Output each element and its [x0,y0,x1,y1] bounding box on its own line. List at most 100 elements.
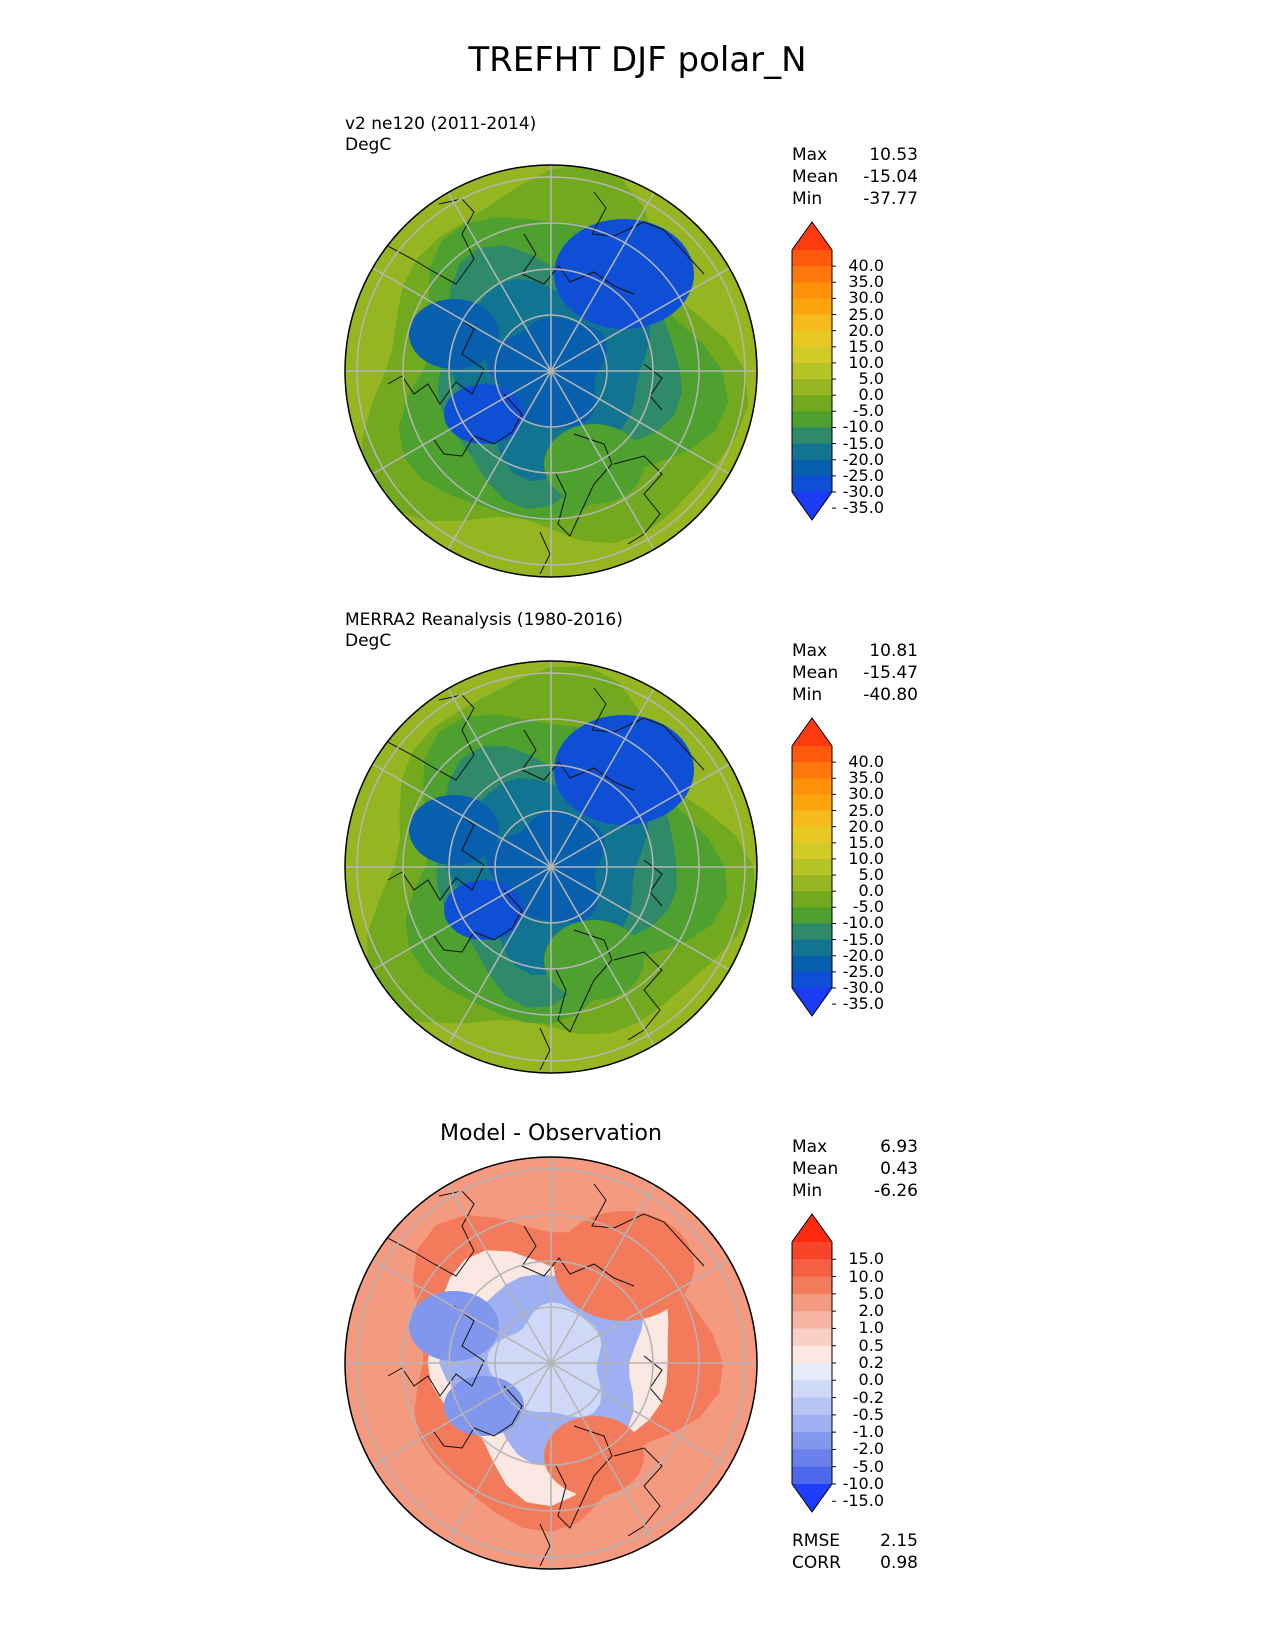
colorbar-tick-label: 5.0 [858,865,884,885]
coastline [387,1305,485,1397]
coastline [591,1183,705,1267]
field-north-america [409,299,499,369]
panel1-title: v2 ne120 (2011-2014) [345,114,537,134]
colorbar-tick-label: 10.0 [848,1266,884,1286]
coastline [521,233,635,295]
colorbar-segment [792,1432,832,1451]
stat-label-max: Max [792,1137,828,1157]
colorbar-tick-label: -20.0 [842,449,884,469]
coastline [365,1190,475,1277]
colorbar-tick-label: -1.0 [852,1422,884,1442]
coastline [521,729,635,791]
field-north-america [409,795,499,865]
meridian-gridline [447,192,552,372]
colorbar-tick-label: 35.0 [848,272,884,292]
coastline [613,455,663,545]
coastline [555,929,613,1033]
meridian-gridline [372,763,552,868]
coastline [433,889,523,953]
colorbar-segment [792,427,832,445]
colorbar-segment [792,411,832,429]
coastline [613,1447,663,1537]
colorbar-tick-label: 5.0 [858,369,884,389]
map-boundary [344,660,758,1074]
meridian-gridline [372,866,552,971]
coastline [613,951,663,1041]
stat-max-value: 10.53 [869,145,918,165]
colorbar-segment [792,794,832,812]
meridian-gridline [372,267,552,372]
colorbar-tick-label: 0.0 [858,881,884,901]
colorbar-segment [792,1380,832,1399]
stat-mean-value: -15.04 [863,167,918,187]
colorbar-segment [792,1242,832,1260]
colorbar-tick-label: -35.0 [842,994,884,1014]
colorbar-segment [792,1363,832,1381]
meridian-gridline [550,688,655,868]
colorbar-tick-label: -5.0 [852,897,884,917]
stat-label-min: Min [792,189,823,209]
coastline [539,1027,551,1071]
stat-label-max: Max [792,641,828,661]
colorbar-tick-label: 15.0 [848,832,884,852]
colorbar-segment [792,891,832,908]
coastline [555,1425,613,1529]
colorbar-extend-max [792,222,832,250]
meridian-gridline [550,1259,730,1364]
colorbar-tick-label: 40.0 [848,256,884,276]
colorbar-tick-label: 1.0 [858,1318,884,1338]
colorbar-extend-max [792,718,832,746]
stat-max-value: 10.81 [869,641,918,661]
stat-label-rmse: RMSE [792,1531,841,1551]
colorbar-tick-label: 5.0 [858,1283,884,1303]
colorbar-segment [792,1311,832,1330]
colorbar-segment [792,459,832,477]
meridian-gridline [447,370,552,550]
colorbar-segment [792,810,832,828]
coastline [521,1225,635,1287]
colorbar-segment [792,1293,832,1312]
meridian-gridline [372,370,552,475]
stat-mean-value: 0.43 [880,1159,918,1179]
coastline [539,1523,551,1567]
colorbar-tick-label: -20.0 [842,945,884,965]
coastline [591,191,705,275]
colorbar-tick-label: -10.0 [842,1474,884,1493]
stat-label-mean: Mean [792,1159,839,1179]
colorbar-tick-label: 15.0 [848,1249,884,1269]
colorbar-segment [792,362,832,380]
colorbar-tick-label: 0.0 [858,385,884,405]
colorbar-tick-label: -0.5 [852,1404,884,1424]
stat-label-corr: CORR [792,1553,841,1573]
panel3-polar-map [344,1156,758,1570]
colorbar-segment [792,395,832,412]
meridian-gridline [550,267,730,372]
meridian-gridline [550,1184,655,1364]
colorbar-segment [792,746,832,763]
colorbar-tick-label: 0.5 [858,1335,884,1355]
coastline [539,531,551,575]
stat-corr-value: 0.98 [880,1553,918,1573]
colorbar-segment [792,266,832,283]
colorbar-segment [792,1466,832,1485]
coastline [433,393,523,457]
colorbar-segment [792,282,832,299]
figure-title: TREFHT DJF polar_N [468,40,807,80]
colorbar-tick-label: -25.0 [842,465,884,485]
colorbar-tick-label: -5.0 [852,401,884,421]
colorbar-extend-min [792,988,832,1016]
colorbar-segment [792,475,832,493]
colorbar-tick-label: 30.0 [848,784,884,804]
colorbar-tick-label: -10.0 [842,417,884,437]
colorbar-segment [792,1397,832,1416]
meridian-gridline [550,866,730,971]
colorbar-tick-label: 10.0 [848,848,884,868]
meridian-gridline [447,866,552,1046]
colorbar-segment [792,955,832,973]
field-siberia [554,715,694,825]
coastline [591,687,705,771]
meridian-gridline [447,688,552,868]
colorbar-tick-label: 0.0 [858,1370,884,1390]
colorbar-tick-label: -5.0 [852,1456,884,1476]
panel2-units: DegC [345,631,392,651]
